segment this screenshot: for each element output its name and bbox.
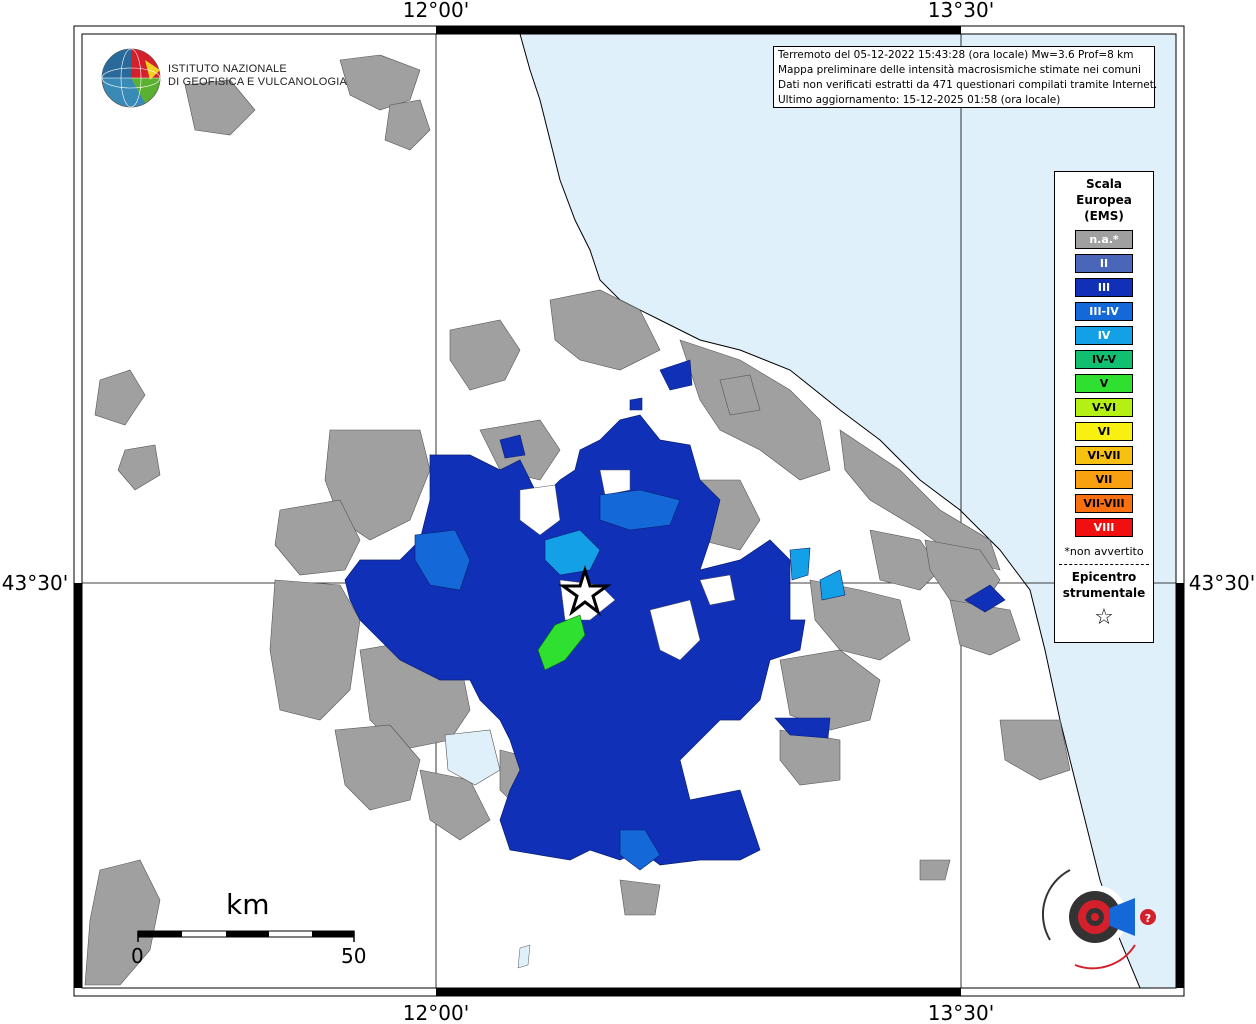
event-info-line4: Ultimo aggiornamento: 15-12-2025 01:58 (… (778, 94, 1061, 106)
coord-label-bottom-right: 13°30' (928, 1001, 994, 1024)
ingv-line1: ISTITUTO NAZIONALE (168, 63, 287, 75)
intensity-III-IV-regions (414, 489, 681, 871)
legend-note: *non avvertito (1064, 545, 1144, 558)
legend-item: VIII (1075, 518, 1133, 537)
coord-label-right: 43°30' (1189, 571, 1255, 595)
event-info-line2: Mappa preliminare delle intensità macros… (778, 64, 1141, 76)
scale-max: 50 (341, 944, 367, 968)
event-info-line3: Dati non verificati estratti da 471 ques… (778, 79, 1158, 91)
legend-item: III-IV (1075, 302, 1133, 321)
frame-tick-left (74, 583, 82, 988)
legend-item: n.a.* (1075, 230, 1133, 249)
legend-item: IV (1075, 326, 1133, 345)
legend-item: III (1075, 278, 1133, 297)
scale-bar (137, 930, 355, 942)
coord-label-top-right: 13°30' (928, 0, 994, 22)
ingv-logo-icon (101, 48, 161, 108)
legend-title-line2: Europea (1076, 193, 1132, 207)
legend-item: II (1075, 254, 1133, 273)
legend-separator (1059, 564, 1149, 565)
haisentito-logo-icon: ? (1042, 869, 1156, 970)
legend-item: VI (1075, 422, 1133, 441)
event-info-line1: Terremoto del 05-12-2022 15:43:28 (ora l… (778, 49, 1134, 61)
scale-min: 0 (131, 944, 144, 968)
gray-comuni (84, 54, 1071, 986)
ingv-logo-text: ISTITUTO NAZIONALE DI GEOFISICA E VULCAN… (168, 63, 347, 89)
svg-text:?: ? (1145, 912, 1151, 925)
legend-items: n.a.* II III III-IV IV IV-V V V-VI VI VI-VII VII VI… (1055, 230, 1153, 537)
legend-title-line3: (EMS) (1084, 209, 1124, 223)
frame-tick-right (1176, 583, 1184, 988)
legend-epicentre-line2: strumentale (1062, 586, 1146, 600)
legend-star-icon: ☆ (1094, 605, 1114, 630)
frame-tick-top (436, 26, 961, 34)
ingv-line2: DI GEOFISICA E VULCANOLOGIA (168, 76, 347, 88)
legend-epicentre-label: Epicentro strumentale (1055, 569, 1153, 601)
legend-item: VI-VII (1075, 446, 1133, 465)
coord-label-left: 43°30' (2, 571, 68, 595)
intensity-V-region (537, 614, 586, 671)
small-lake (517, 944, 531, 969)
ems-legend: Scala Europea (EMS) n.a.* II III III-IV IV IV… (1054, 171, 1154, 643)
legend-item: VII (1075, 470, 1133, 489)
intensity-III-small (499, 359, 1006, 739)
legend-title: Scala Europea (EMS) (1055, 176, 1153, 224)
coord-label-bottom-left: 12°00' (403, 1001, 469, 1024)
legend-item: VII-VIII (1075, 494, 1133, 513)
frame-tick-bottom (436, 988, 961, 996)
coord-label-top-left: 12°00' (403, 0, 469, 22)
legend-item: V (1075, 374, 1133, 393)
legend-item: V-VI (1075, 398, 1133, 417)
pale-comune (444, 729, 501, 786)
intensity-IV-regions (544, 529, 846, 601)
legend-title-line1: Scala (1085, 177, 1123, 191)
legend-epicentre-line1: Epicentro (1071, 570, 1137, 584)
event-info-box: Terremoto del 05-12-2022 15:43:28 (ora l… (773, 46, 1158, 108)
epicentre-star (558, 564, 612, 617)
legend-item: IV-V (1075, 350, 1133, 369)
scale-unit: km (226, 888, 270, 921)
